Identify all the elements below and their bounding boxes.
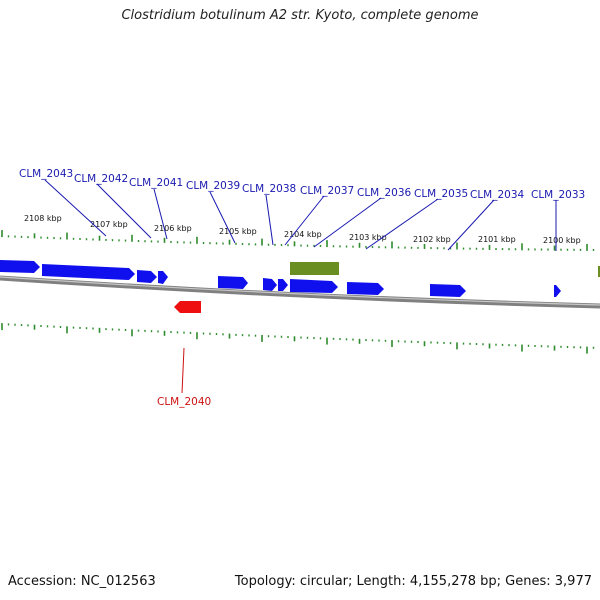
callout-lines [44, 179, 557, 251]
callout-line [284, 195, 325, 246]
callout-line [44, 179, 107, 237]
gene-label[interactable]: CLM_2043 [19, 168, 73, 180]
gene-arrow[interactable] [42, 264, 135, 280]
scale-label: 2104 kbp [284, 230, 322, 239]
tick-band-top [1, 230, 595, 251]
gene-arrow[interactable] [430, 284, 466, 297]
scale-label: 2100 kbp [543, 236, 581, 245]
gene-label-reverse[interactable]: CLM_2040 [157, 396, 211, 408]
scale-label: 2107 kbp [90, 220, 128, 229]
feature-block[interactable] [290, 262, 339, 275]
forward-genes [0, 260, 561, 297]
gene-label[interactable]: CLM_2038 [242, 183, 296, 195]
gene-label[interactable]: CLM_2041 [129, 177, 183, 189]
callout-line [209, 191, 236, 244]
gene-arrow[interactable] [554, 285, 561, 297]
gene-arrow-reverse[interactable] [174, 301, 201, 313]
backbone-highlight [0, 276, 600, 306]
gene-arrow[interactable] [158, 271, 168, 284]
scale-label: 2103 kbp [349, 233, 387, 242]
callout-line [447, 199, 495, 251]
gene-label[interactable]: CLM_2033 [531, 189, 585, 201]
scale-label: 2101 kbp [478, 235, 516, 244]
genome-title: Clostridium botulinum A2 str. Kyoto, com… [121, 8, 479, 23]
tick-band-bottom [1, 323, 595, 354]
callout-line [96, 183, 152, 239]
genome-summary-text: Topology: circular; Length: 4,155,278 bp… [234, 574, 592, 589]
backbone-curve [0, 275, 600, 309]
callout-line-reverse [181, 347, 185, 394]
scale-label: 2106 kbp [154, 224, 192, 233]
gene-label[interactable]: CLM_2037 [300, 185, 354, 197]
scale-label: 2108 kbp [24, 214, 62, 223]
scale-label: 2105 kbp [219, 227, 257, 236]
gene-arrow[interactable] [137, 270, 157, 283]
gene-arrow[interactable] [263, 278, 277, 291]
gene-label[interactable]: CLM_2035 [414, 188, 468, 200]
feature-block-edge [598, 266, 600, 277]
gene-arrow[interactable] [347, 282, 384, 295]
gene-labels-top: CLM_2043 CLM_2042 CLM_2041 CLM_2039 CLM_… [19, 168, 585, 201]
callout-line [153, 188, 168, 240]
accession-text: Accession: NC_012563 [8, 574, 156, 589]
scale-labels: 2108 kbp 2107 kbp 2106 kbp 2105 kbp 2104… [24, 214, 581, 245]
gene-arrow[interactable] [218, 276, 248, 289]
gene-label[interactable]: CLM_2036 [357, 187, 412, 199]
gene-label[interactable]: CLM_2039 [186, 180, 240, 192]
scale-label: 2102 kbp [413, 235, 451, 244]
gene-label[interactable]: CLM_2034 [470, 189, 525, 201]
callout-line [313, 197, 382, 248]
callout-line [365, 198, 439, 250]
gene-label[interactable]: CLM_2042 [74, 173, 128, 185]
gene-arrow[interactable] [278, 279, 288, 291]
gene-arrow[interactable] [0, 260, 40, 273]
gene-arrow[interactable] [290, 279, 338, 293]
callout-line [265, 194, 274, 246]
